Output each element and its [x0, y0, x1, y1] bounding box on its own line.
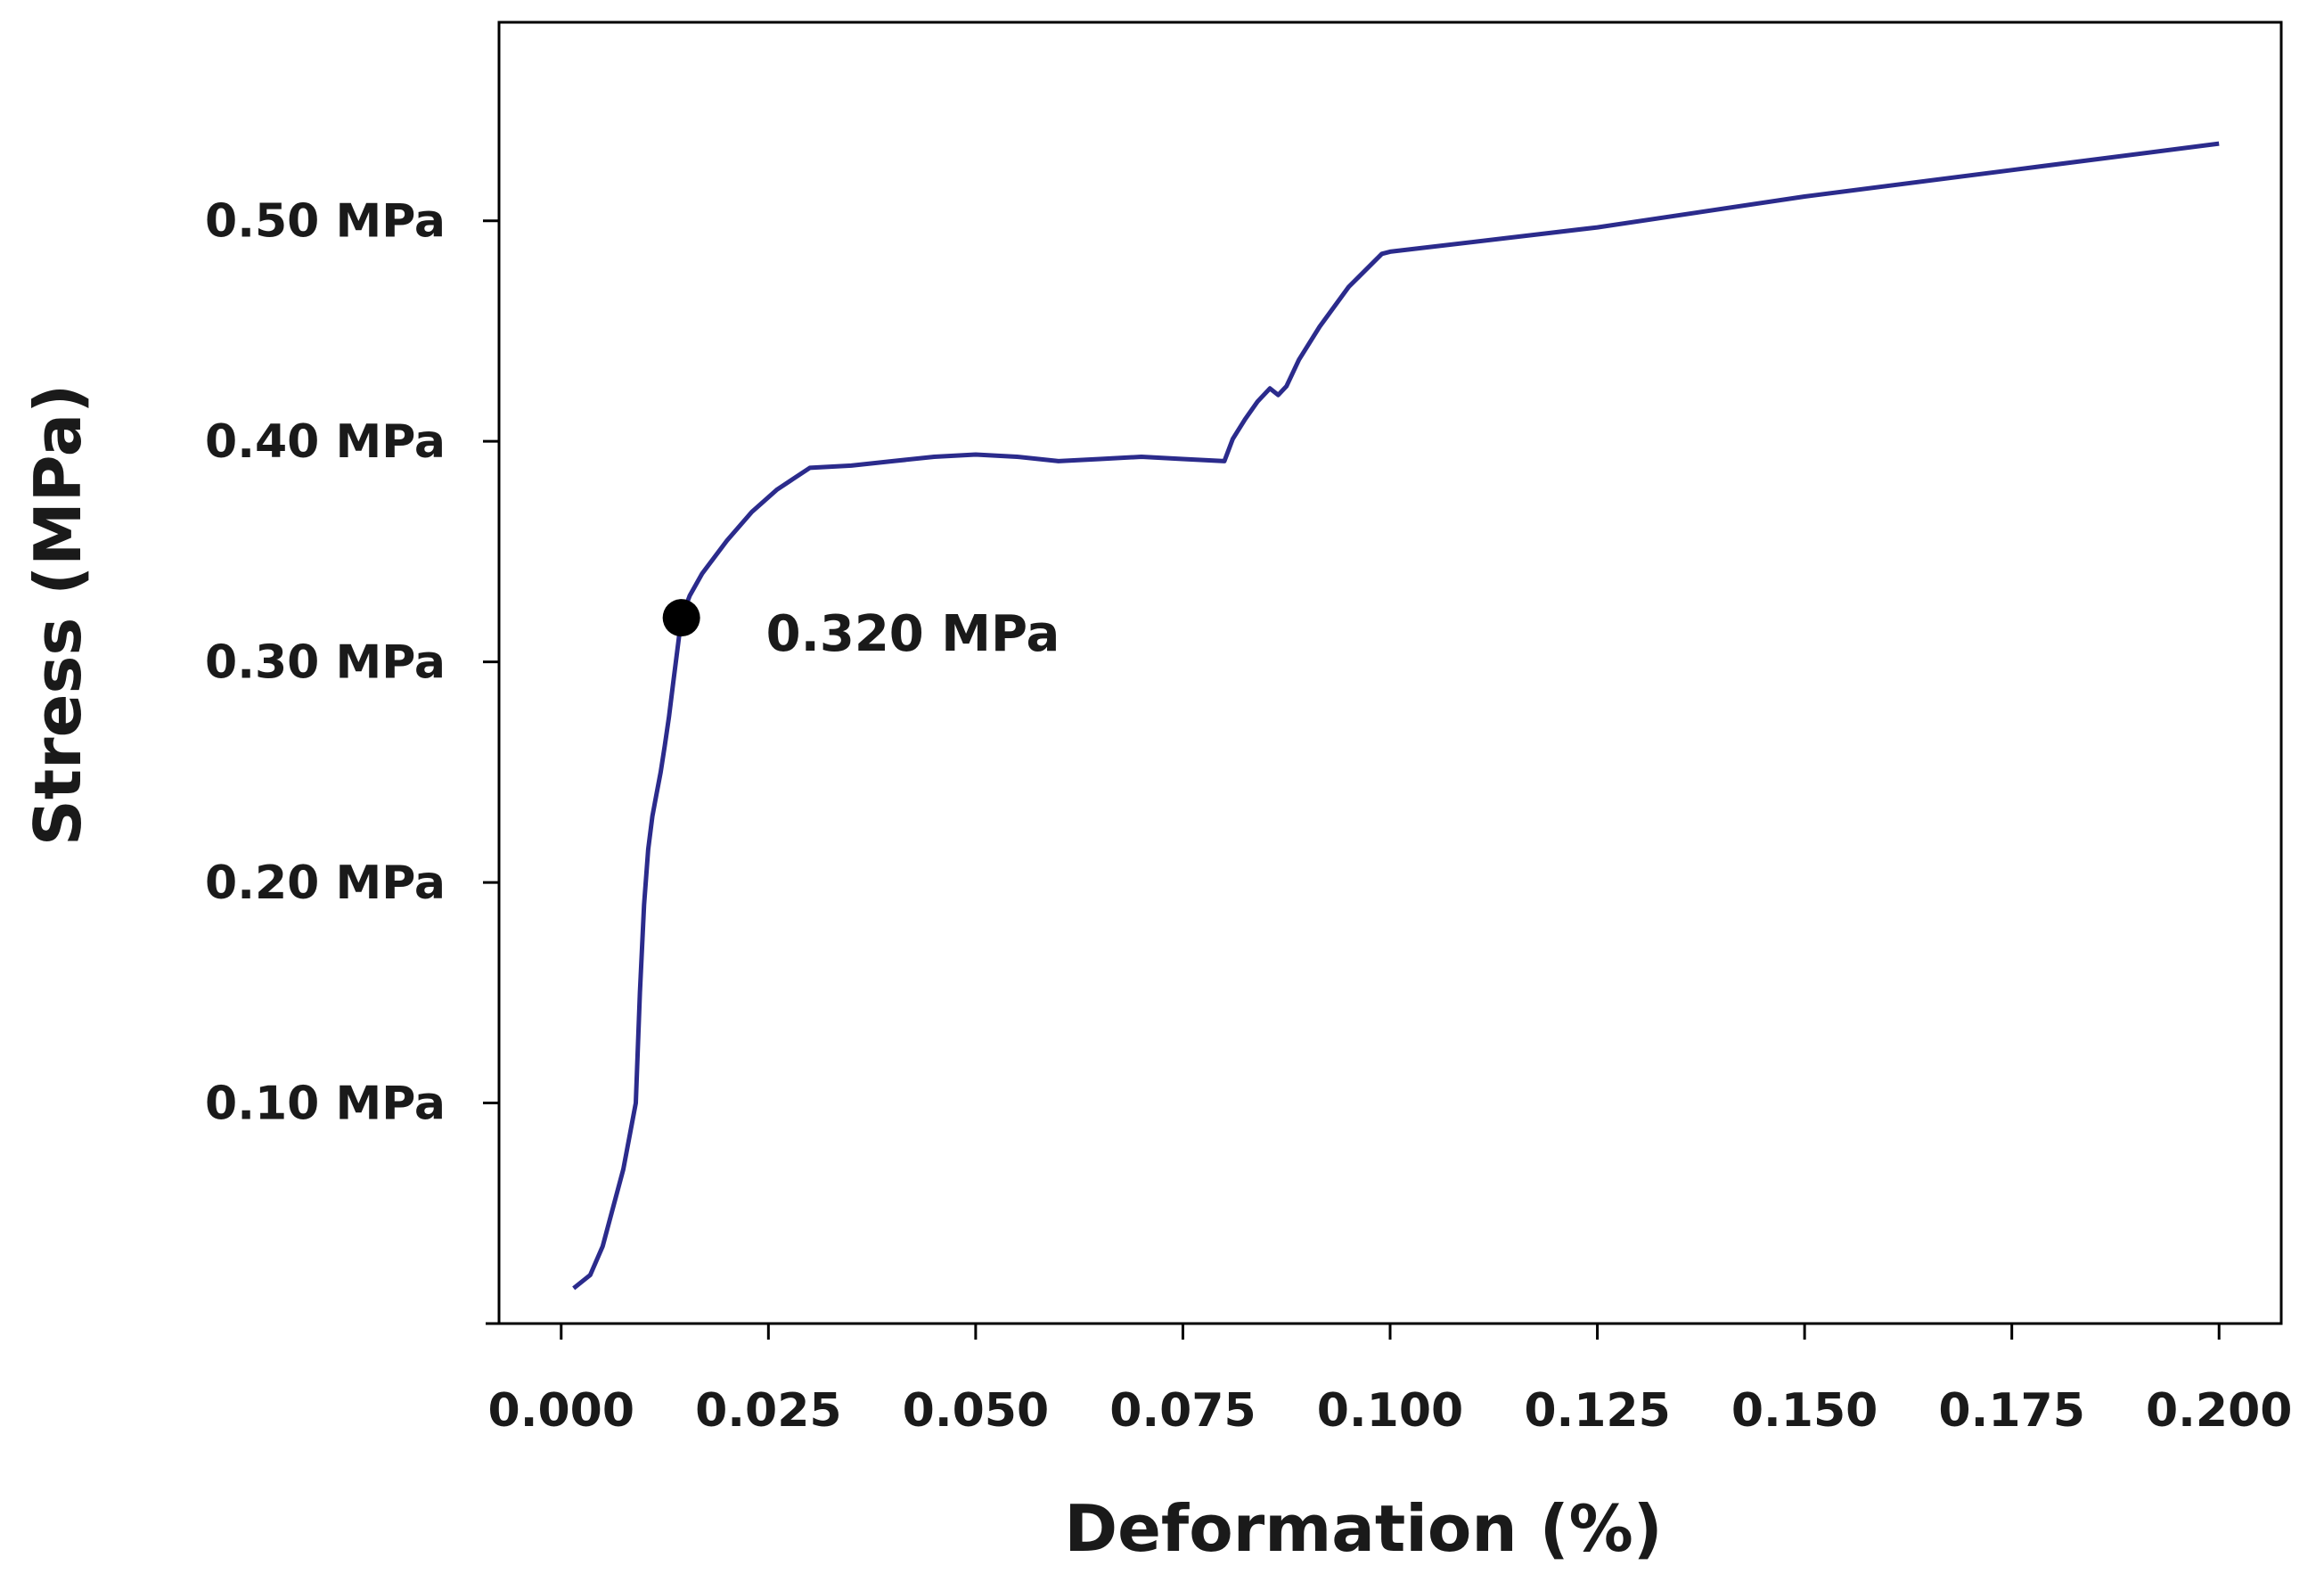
x-tick-label: 0.025	[695, 1384, 841, 1438]
x-axis-title: Deformation (%)	[1064, 1491, 1662, 1566]
y-axis-title: Stress (MPa)	[20, 384, 95, 846]
y-axis-ticks: 0.10 MPa 0.20 MPa 0.30 MPa 0.40 MPa 0.50 MPa	[205, 195, 499, 1131]
annotation-label: 0.320 MPa	[766, 605, 1060, 663]
x-axis-ticks: 0.000 0.025 0.050 0.075 0.100 0.125 0.150 0.175…	[488, 1324, 2292, 1438]
series-line	[572, 141, 2220, 1291]
x-tick-label: 0.200	[2146, 1384, 2292, 1438]
x-tick-label: 0.150	[1731, 1384, 1878, 1438]
y-tick-label: 0.30 MPa	[205, 636, 446, 690]
annotation-point	[662, 599, 700, 637]
x-tick-label: 0.125	[1524, 1384, 1670, 1438]
x-tick-label: 0.050	[903, 1384, 1049, 1438]
x-tick-label: 0.100	[1317, 1384, 1463, 1438]
annotations: 0.320 MPa	[662, 599, 1060, 663]
x-tick-label: 0.075	[1109, 1384, 1256, 1438]
y-tick-label: 0.50 MPa	[205, 195, 446, 249]
x-tick-label: 0.175	[1938, 1384, 2084, 1438]
y-tick-label: 0.10 MPa	[205, 1078, 446, 1131]
plot-frame	[497, 20, 2283, 1325]
y-tick-label: 0.20 MPa	[205, 857, 446, 910]
y-tick-label: 0.40 MPa	[205, 415, 446, 469]
x-tick-label: 0.000	[488, 1384, 634, 1438]
